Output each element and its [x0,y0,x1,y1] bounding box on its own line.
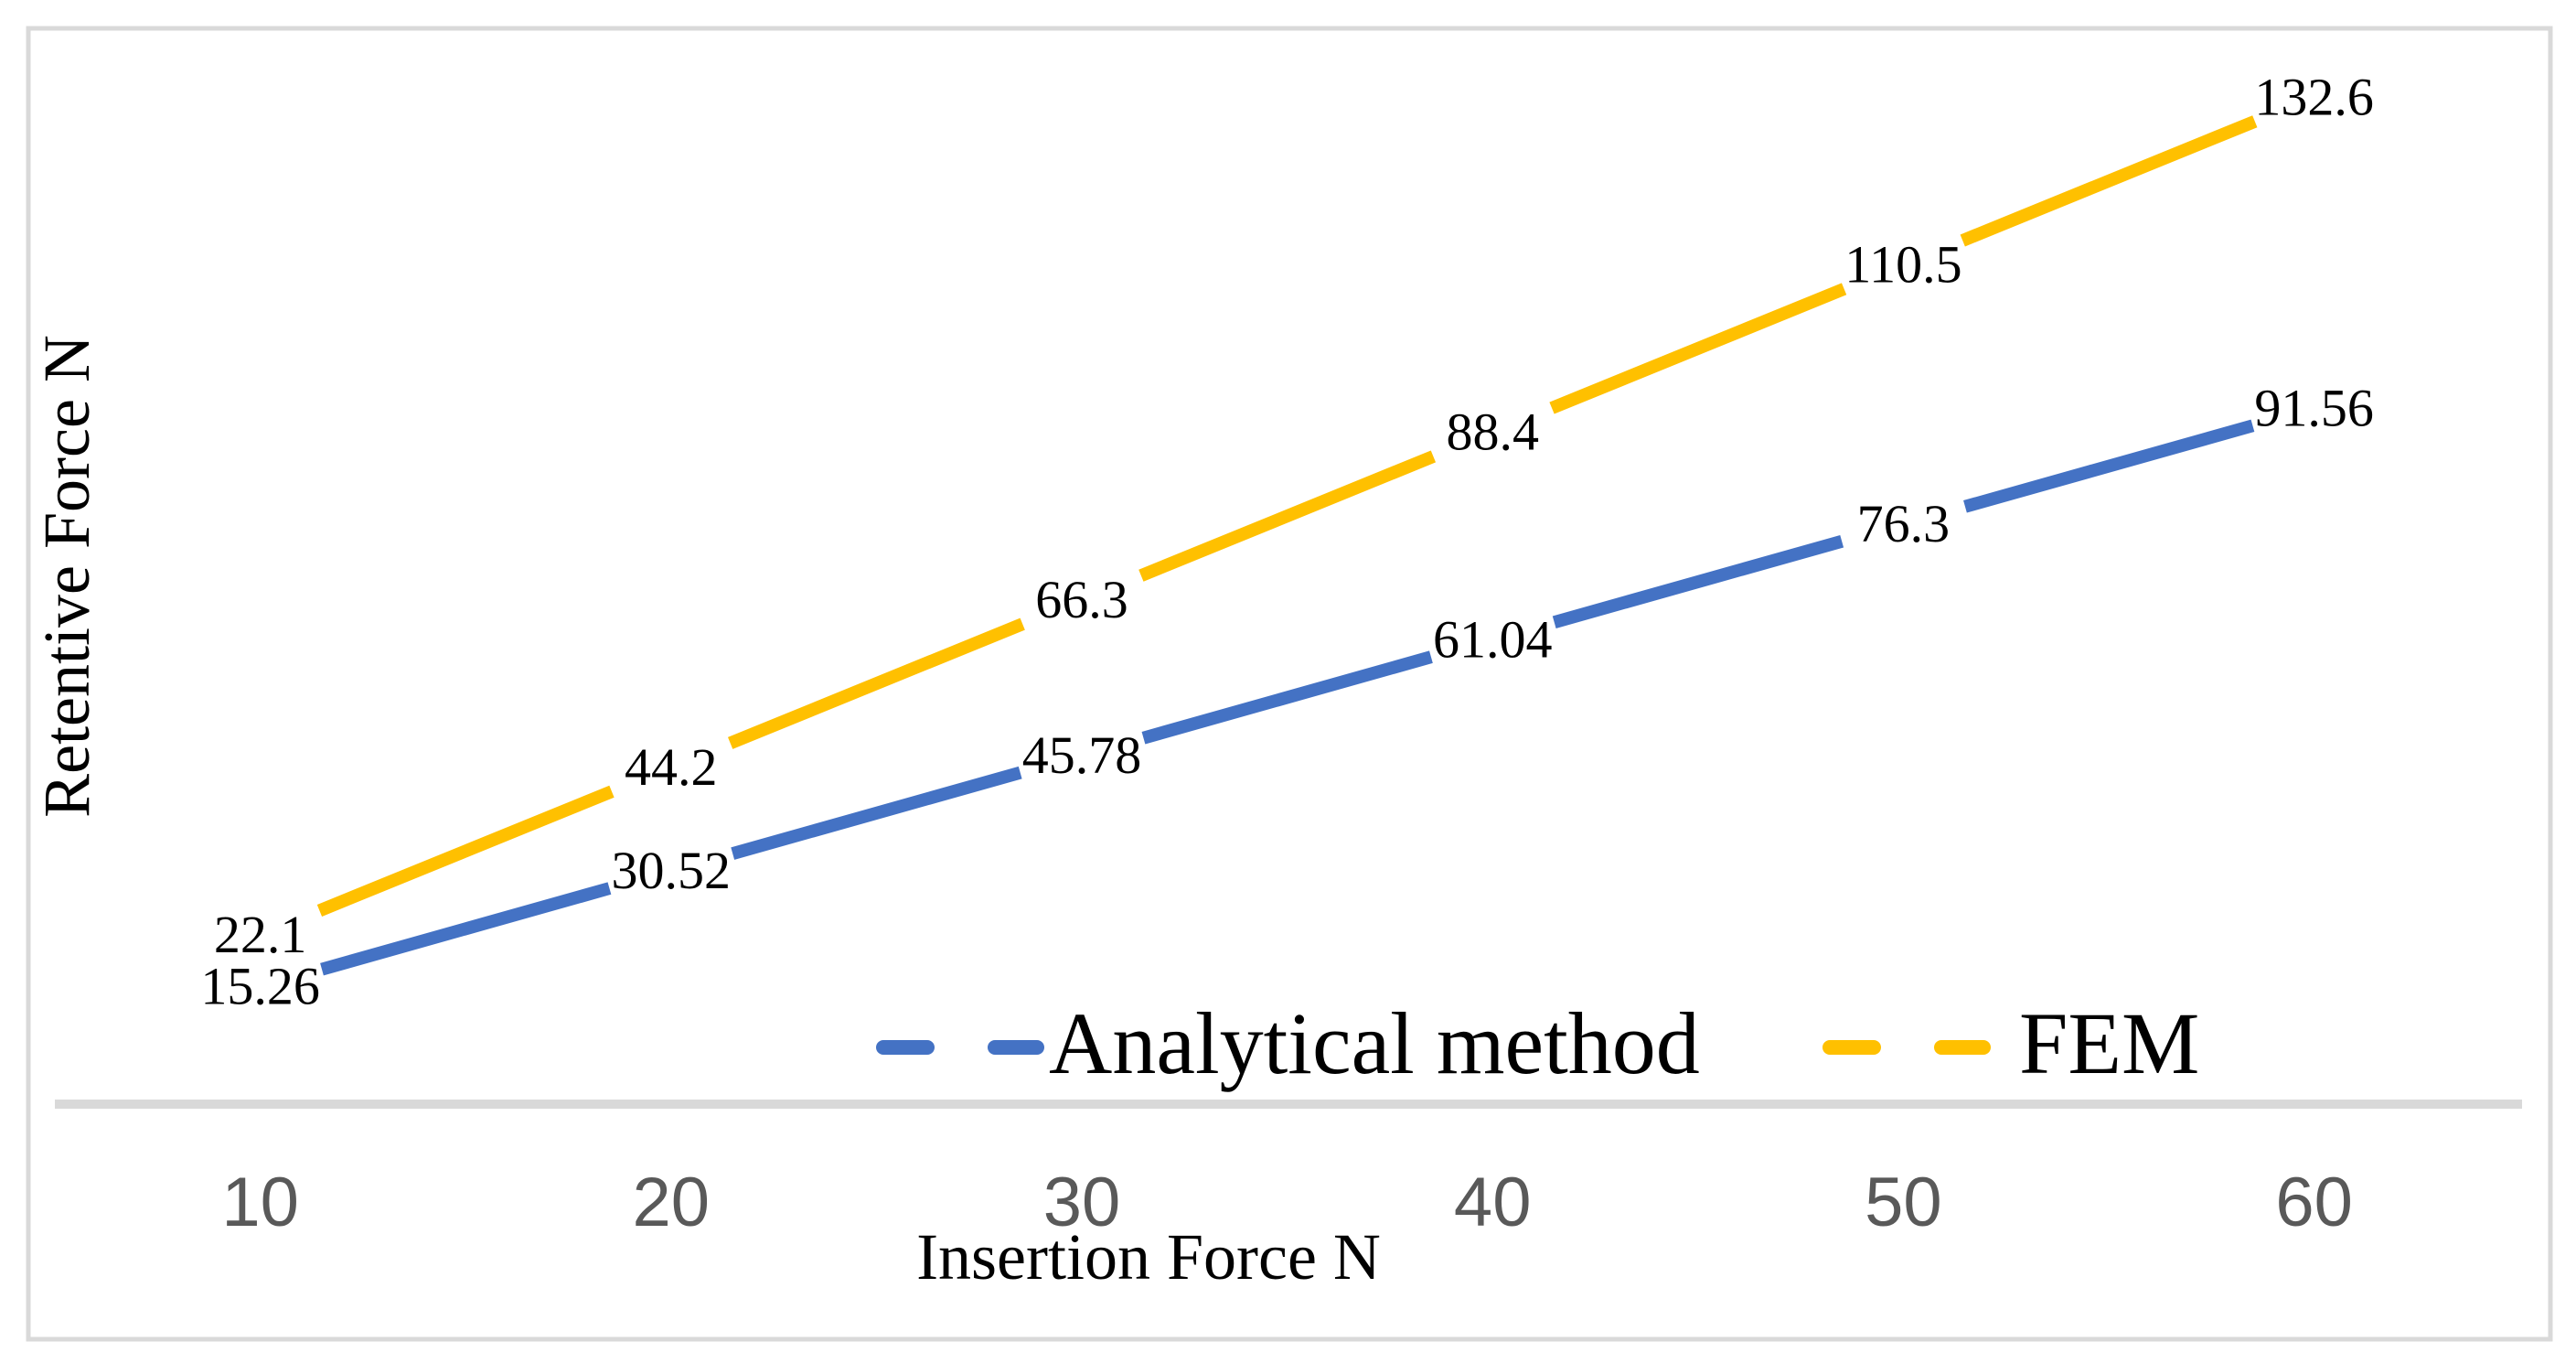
x-tick-label-10: 10 [221,1164,299,1241]
x-axis-title: Insertion Force N [916,1220,1381,1293]
x-tick-label-20: 20 [633,1164,711,1241]
data-label-fem-60: 132.6 [2254,67,2374,126]
x-tick-label-40: 40 [1454,1164,1532,1241]
data-label-fem-40: 88.4 [1446,402,1539,462]
legend-label-analytical-method: Analytical method [1049,994,1700,1092]
data-label-analytical-method-50: 76.3 [1857,494,1951,553]
data-label-fem-20: 44.2 [625,737,718,797]
data-label-fem-10: 22.1 [214,905,307,964]
series-line-fem [257,91,2317,941]
plot-area: 10 20 30 40 50 60 15.26 30.52 45.78 61.04 76.3 91.5… [200,67,2374,1241]
legend-label-fem: FEM [2019,994,2199,1092]
data-label-analytical-method-30: 45.78 [1022,725,1142,785]
data-label-analytical-method-60: 91.56 [2254,379,2374,438]
data-label-analytical-method-40: 61.04 [1433,609,1553,669]
x-tick-label-30: 30 [1043,1164,1121,1241]
x-tick-label-50: 50 [1865,1164,1942,1241]
data-label-fem-30: 66.3 [1035,570,1128,629]
data-label-fem-50: 110.5 [1844,235,1961,295]
y-axis-title: Retentive Force N [30,335,103,818]
data-label-analytical-method-20: 30.52 [612,841,732,900]
x-tick-label-60: 60 [2275,1164,2353,1241]
chart-border [26,26,2553,1342]
series-line-analytical-method [258,402,2316,993]
data-label-analytical-method-10: 15.26 [200,957,320,1016]
